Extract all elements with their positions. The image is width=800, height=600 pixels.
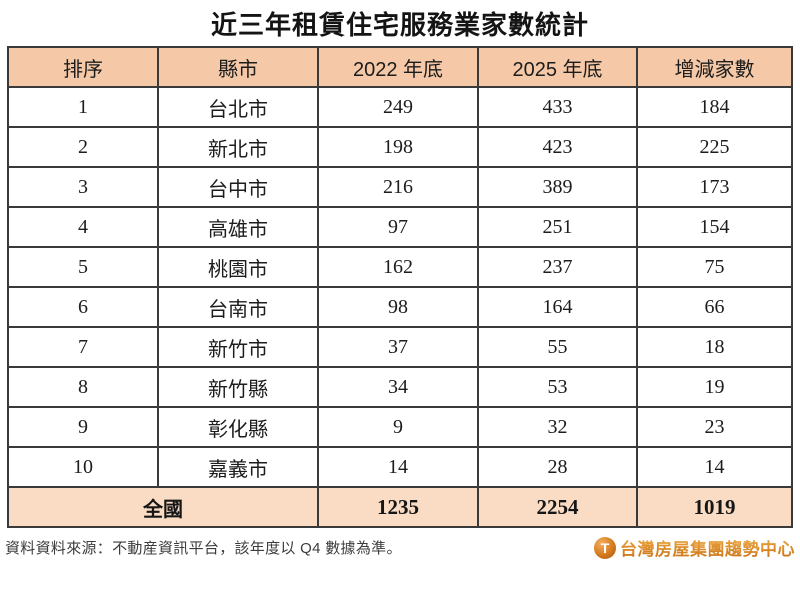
- cell-city: 台南市: [157, 286, 319, 328]
- cell-2022: 98: [317, 286, 479, 328]
- cell-2022: 34: [317, 366, 479, 408]
- cell-rank: 6: [7, 286, 159, 328]
- table-row: 6 台南市 98 164 66: [7, 286, 793, 328]
- cell-2025: 423: [477, 126, 638, 168]
- cell-2025: 164: [477, 286, 638, 328]
- brand-logo: T 台灣房屋集團趨勢中心: [594, 535, 795, 560]
- total-2022: 1235: [317, 486, 479, 528]
- table-row: 5 桃園市 162 237 75: [7, 246, 793, 288]
- cell-2025: 389: [477, 166, 638, 208]
- table-row: 2 新北市 198 423 225: [7, 126, 793, 168]
- cell-city: 高雄市: [157, 206, 319, 248]
- cell-city: 桃園市: [157, 246, 319, 288]
- cell-change: 173: [636, 166, 793, 208]
- footer: 資料資料來源：不動産資訊平台，該年度以 Q4 數據為準。 T 台灣房屋集團趨勢中…: [5, 535, 795, 560]
- cell-change: 19: [636, 366, 793, 408]
- cell-2022: 37: [317, 326, 479, 368]
- header-rank: 排序: [7, 46, 159, 88]
- header-2025: 2025 年底: [477, 46, 638, 88]
- header-2022: 2022 年底: [317, 46, 479, 88]
- cell-2025: 53: [477, 366, 638, 408]
- source-note: 資料資料來源：不動産資訊平台，該年度以 Q4 數據為準。: [5, 540, 402, 557]
- cell-change: 225: [636, 126, 793, 168]
- cell-2025: 251: [477, 206, 638, 248]
- table-header: 排序 縣市 2022 年底 2025 年底 增減家數: [7, 46, 793, 88]
- table-row: 1 台北市 249 433 184: [7, 86, 793, 128]
- header-change: 增減家數: [636, 46, 793, 88]
- cell-rank: 2: [7, 126, 159, 168]
- total-2025: 2254: [477, 486, 638, 528]
- cell-city: 彰化縣: [157, 406, 319, 448]
- cell-rank: 9: [7, 406, 159, 448]
- cell-rank: 4: [7, 206, 159, 248]
- cell-2022: 14: [317, 446, 479, 488]
- table-row: 3 台中市 216 389 173: [7, 166, 793, 208]
- taiwan-housing-logo-icon: T: [594, 536, 616, 559]
- cell-rank: 10: [7, 446, 159, 488]
- cell-change: 75: [636, 246, 793, 288]
- cell-city: 新北市: [157, 126, 319, 168]
- table-row: 8 新竹縣 34 53 19: [7, 366, 793, 408]
- total-label: 全國: [7, 486, 319, 528]
- cell-city: 新竹縣: [157, 366, 319, 408]
- cell-2025: 28: [477, 446, 638, 488]
- cell-2022: 216: [317, 166, 479, 208]
- total-change: 1019: [636, 486, 793, 528]
- cell-change: 66: [636, 286, 793, 328]
- table-body: 1 台北市 249 433 184 2 新北市 198 423 225 3 台中…: [7, 86, 793, 488]
- brand-logo-text: 台灣房屋集團趨勢中心: [620, 535, 795, 560]
- page-title: 近三年租賃住宅服務業家數統計: [210, 10, 589, 40]
- cell-city: 新竹市: [157, 326, 319, 368]
- cell-2025: 237: [477, 246, 638, 288]
- cell-2022: 249: [317, 86, 479, 128]
- table-row: 7 新竹市 37 55 18: [7, 326, 793, 368]
- total-row: 全國 1235 2254 1019: [7, 486, 793, 528]
- table-row: 4 高雄市 97 251 154: [7, 206, 793, 248]
- table-row: 10 嘉義市 14 28 14: [7, 446, 793, 488]
- cell-rank: 7: [7, 326, 159, 368]
- cell-2025: 55: [477, 326, 638, 368]
- cell-change: 184: [636, 86, 793, 128]
- cell-rank: 5: [7, 246, 159, 288]
- cell-rank: 3: [7, 166, 159, 208]
- table-row: 9 彰化縣 9 32 23: [7, 406, 793, 448]
- cell-2025: 32: [477, 406, 638, 448]
- cell-change: 18: [636, 326, 793, 368]
- cell-2022: 97: [317, 206, 479, 248]
- stats-table: 排序 縣市 2022 年底 2025 年底 增減家數 1 台北市 249 433…: [7, 46, 793, 528]
- cell-city: 台中市: [157, 166, 319, 208]
- cell-rank: 1: [7, 86, 159, 128]
- cell-change: 23: [636, 406, 793, 448]
- table-footer: 全國 1235 2254 1019: [7, 486, 793, 528]
- cell-city: 台北市: [157, 86, 319, 128]
- cell-city: 嘉義市: [157, 446, 319, 488]
- cell-change: 14: [636, 446, 793, 488]
- cell-2022: 162: [317, 246, 479, 288]
- header-city: 縣市: [157, 46, 319, 88]
- cell-2022: 9: [317, 406, 479, 448]
- header-row: 排序 縣市 2022 年底 2025 年底 增減家數: [7, 46, 793, 88]
- cell-change: 154: [636, 206, 793, 248]
- cell-2025: 433: [477, 86, 638, 128]
- cell-2022: 198: [317, 126, 479, 168]
- cell-rank: 8: [7, 366, 159, 408]
